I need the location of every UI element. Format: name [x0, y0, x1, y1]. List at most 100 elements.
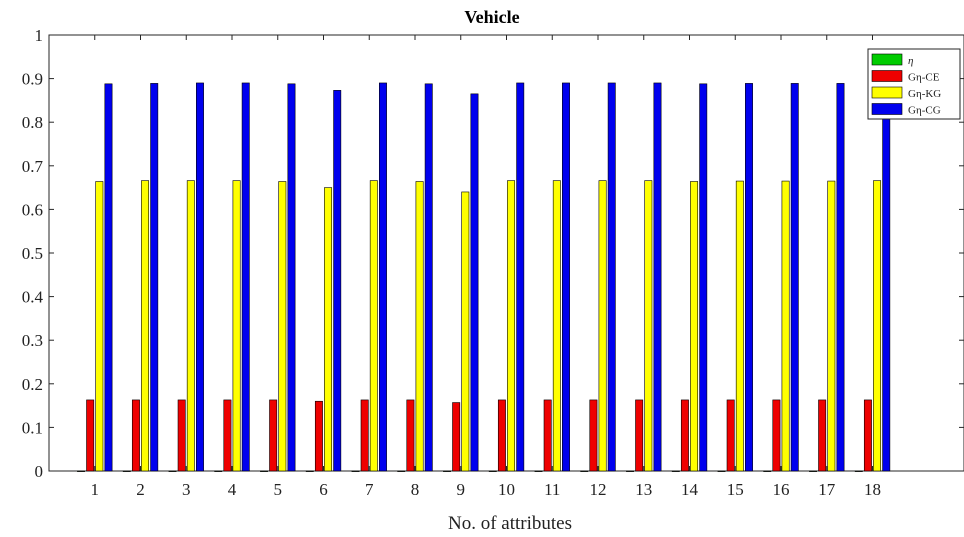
bar [95, 181, 104, 472]
y-tick-label: 0 [35, 462, 44, 481]
y-tick-label: 0.2 [22, 375, 43, 394]
y-tick-label: 0.5 [22, 244, 43, 263]
bar [836, 83, 845, 472]
bar [516, 82, 525, 472]
bar [827, 180, 836, 472]
bar [507, 180, 516, 472]
bar [562, 82, 570, 472]
bar [369, 180, 378, 472]
y-tick-label: 0.1 [22, 418, 43, 437]
x-tick-label: 5 [274, 480, 283, 499]
bar [443, 470, 451, 472]
bar [461, 191, 470, 472]
bar [690, 181, 699, 472]
x-tick-label: 14 [681, 480, 699, 499]
bars-group [77, 82, 891, 472]
bar [543, 399, 552, 472]
bar [150, 83, 159, 472]
bar [781, 180, 790, 472]
bar [790, 83, 799, 472]
bar [488, 470, 497, 472]
bar [735, 180, 744, 472]
bar [580, 470, 589, 472]
x-tick-label: 18 [864, 480, 881, 499]
bar [314, 400, 323, 472]
bar [635, 399, 644, 472]
legend-swatch [871, 70, 903, 82]
bar [452, 402, 461, 472]
bar [360, 399, 369, 472]
bar [324, 187, 333, 472]
bar [726, 399, 735, 472]
x-tick-label: 8 [411, 480, 420, 499]
x-tick-label: 15 [727, 480, 744, 499]
bar [671, 470, 680, 472]
bar [745, 83, 753, 472]
bar [763, 470, 772, 472]
legend-swatch [871, 53, 903, 66]
bar [77, 470, 85, 472]
bar [809, 470, 817, 472]
x-tick-label: 12 [590, 480, 607, 499]
y-tick-label: 0.6 [22, 200, 43, 219]
x-tick-label: 9 [457, 480, 466, 499]
bar [223, 399, 232, 472]
bar [772, 399, 781, 472]
bar [497, 399, 506, 472]
bar [607, 82, 616, 472]
x-tick-label: 11 [544, 480, 560, 499]
bar [534, 470, 543, 472]
legend-label: Gη-CE [908, 72, 940, 84]
y-tick-label: 0.3 [22, 331, 43, 350]
bar [104, 83, 113, 472]
bar [196, 82, 204, 472]
x-tick-label: 7 [365, 480, 374, 499]
bar [552, 180, 561, 472]
x-tick-label: 16 [773, 480, 790, 499]
y-tick-label: 1 [35, 26, 44, 45]
x-tick-label: 17 [818, 480, 836, 499]
legend-label: Gη-CG [908, 105, 941, 117]
legend: η Gη-CE Gη-KG Gη-CG [867, 48, 961, 120]
bar [131, 399, 140, 472]
bar [653, 82, 662, 472]
bar [122, 470, 131, 472]
bar [241, 82, 250, 472]
y-tick-label: 0.9 [22, 70, 43, 89]
x-tick-label: 13 [635, 480, 652, 499]
bar [598, 180, 607, 472]
bar [882, 83, 891, 472]
bar [177, 399, 186, 472]
legend-label: η [908, 55, 913, 67]
bar [232, 180, 241, 472]
bar [589, 399, 598, 472]
bar [818, 399, 827, 472]
bar [379, 82, 387, 472]
bar [415, 181, 424, 472]
bar [214, 470, 223, 472]
bar [863, 399, 872, 472]
bar [626, 470, 634, 472]
bar [269, 399, 278, 472]
bar [873, 180, 882, 472]
x-tick-label: 1 [91, 480, 100, 499]
chart-title: Vehicle [464, 7, 519, 27]
x-tick-label: 2 [136, 480, 145, 499]
bar [717, 470, 726, 472]
bar [141, 180, 150, 472]
x-axis-label: No. of attributes [448, 513, 572, 534]
y-tick-label: 0.4 [22, 288, 44, 307]
bar [424, 83, 433, 472]
bar [168, 470, 177, 472]
bar [406, 399, 415, 472]
legend-swatch [871, 103, 903, 115]
bar [186, 180, 195, 472]
y-tick-label: 0.7 [22, 157, 44, 176]
bar [680, 399, 689, 472]
bar [305, 470, 314, 472]
bar [333, 90, 342, 472]
bar [854, 470, 863, 472]
bar [351, 470, 360, 472]
bar [470, 93, 479, 472]
